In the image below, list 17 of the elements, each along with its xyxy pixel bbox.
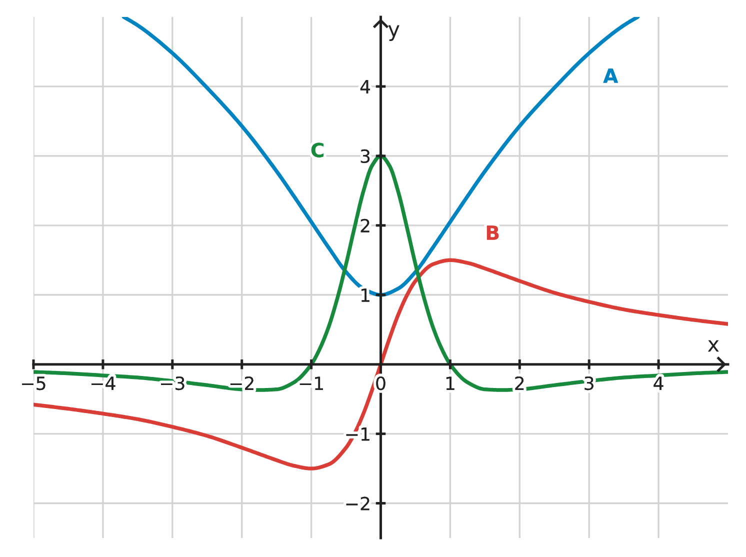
y-tick-label: 1 <box>362 288 370 302</box>
x-tick-label: 1 <box>446 376 454 390</box>
x-tick-label: 4 <box>654 376 664 390</box>
y-axis-title: y <box>388 25 400 41</box>
y-tick-label: 2 <box>360 218 370 232</box>
series-label: B <box>486 226 499 240</box>
x-tick-label: −4 <box>92 376 116 390</box>
y-tick-label: 3 <box>360 149 370 164</box>
x-tick-label: −2 <box>230 376 254 390</box>
series-label: A <box>603 68 618 83</box>
y-tick-label: 4 <box>360 80 370 94</box>
y-tick-label: −2 <box>346 496 370 510</box>
text: C <box>311 142 324 158</box>
x-tick-label: 2 <box>515 376 524 390</box>
x-tick-label: −5 <box>22 376 46 390</box>
x-tick-label: −1 <box>300 376 323 390</box>
x-axis-title: x <box>708 340 719 352</box>
